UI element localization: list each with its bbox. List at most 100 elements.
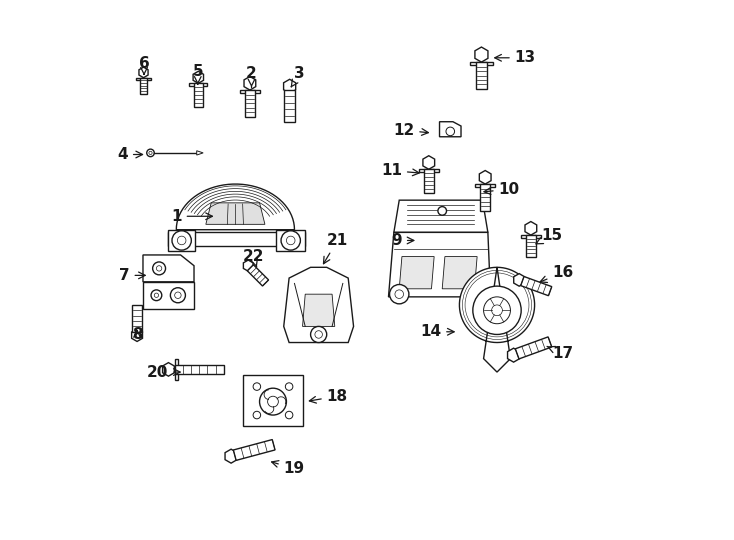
Circle shape [492,305,502,316]
Polygon shape [388,232,490,297]
Circle shape [260,388,286,415]
Text: 21: 21 [324,233,348,264]
Text: 9: 9 [391,233,414,248]
Circle shape [286,383,293,390]
Polygon shape [244,77,255,90]
Polygon shape [423,156,435,169]
Polygon shape [424,169,434,193]
Polygon shape [442,256,477,289]
Polygon shape [143,282,194,309]
Circle shape [268,396,278,407]
Circle shape [484,297,510,323]
Polygon shape [240,90,260,93]
Text: 8: 8 [132,327,142,342]
Circle shape [153,262,166,275]
Polygon shape [245,90,255,117]
Polygon shape [168,230,195,251]
Polygon shape [189,83,207,86]
Polygon shape [514,274,525,286]
Polygon shape [194,83,203,107]
Circle shape [154,293,159,298]
Circle shape [286,236,295,245]
Circle shape [438,207,446,215]
Polygon shape [206,203,265,224]
Polygon shape [302,294,335,326]
Circle shape [253,411,261,419]
Text: 1: 1 [171,209,212,224]
Text: 4: 4 [117,147,142,162]
Polygon shape [459,267,534,372]
Text: 12: 12 [393,123,429,138]
Text: 2: 2 [246,66,257,87]
Text: 18: 18 [309,389,348,404]
Text: 7: 7 [119,268,145,283]
Polygon shape [394,200,488,232]
Polygon shape [440,122,461,137]
Polygon shape [139,67,148,78]
Polygon shape [284,267,354,342]
Polygon shape [168,232,305,246]
Text: 20: 20 [147,364,180,380]
Circle shape [390,285,409,304]
Circle shape [310,326,327,342]
Polygon shape [470,62,493,65]
Polygon shape [526,235,536,256]
Circle shape [395,290,404,299]
Polygon shape [175,359,178,380]
Circle shape [253,383,261,390]
Polygon shape [244,260,253,271]
Circle shape [477,290,486,299]
Polygon shape [515,337,552,359]
Polygon shape [520,276,552,296]
Circle shape [178,236,186,245]
Polygon shape [520,235,541,238]
Text: 19: 19 [272,461,305,476]
Polygon shape [399,256,434,289]
Circle shape [170,288,186,303]
Text: 10: 10 [484,182,520,197]
Text: 5: 5 [192,64,203,84]
Polygon shape [479,171,491,184]
Polygon shape [175,364,224,374]
Polygon shape [276,230,305,251]
Text: 15: 15 [536,227,563,244]
Circle shape [147,149,154,157]
Polygon shape [176,184,294,230]
Polygon shape [193,71,203,83]
Circle shape [281,231,300,250]
Polygon shape [283,79,296,93]
Polygon shape [476,62,487,89]
Text: 13: 13 [495,50,536,65]
Circle shape [149,151,152,154]
Polygon shape [284,90,295,122]
Polygon shape [525,221,537,235]
Polygon shape [132,305,142,332]
Text: 14: 14 [420,325,454,339]
Polygon shape [131,329,142,341]
Circle shape [315,330,322,338]
Polygon shape [507,348,520,362]
Circle shape [446,127,454,136]
Text: 17: 17 [547,346,573,361]
Polygon shape [162,363,174,376]
Circle shape [286,411,293,419]
Circle shape [151,290,161,301]
Polygon shape [244,375,302,426]
Text: 3: 3 [291,66,305,87]
Polygon shape [475,184,495,187]
Polygon shape [475,47,488,62]
Circle shape [473,286,521,334]
Polygon shape [418,169,439,172]
Polygon shape [480,184,490,211]
Text: 16: 16 [540,265,573,282]
Text: 6: 6 [139,56,150,74]
Text: 11: 11 [381,163,419,178]
Polygon shape [247,265,269,286]
Circle shape [156,266,161,271]
Text: 22: 22 [242,249,264,267]
Circle shape [472,285,491,304]
Polygon shape [225,449,237,463]
Polygon shape [136,78,151,80]
Polygon shape [139,78,148,94]
Polygon shape [233,440,275,461]
